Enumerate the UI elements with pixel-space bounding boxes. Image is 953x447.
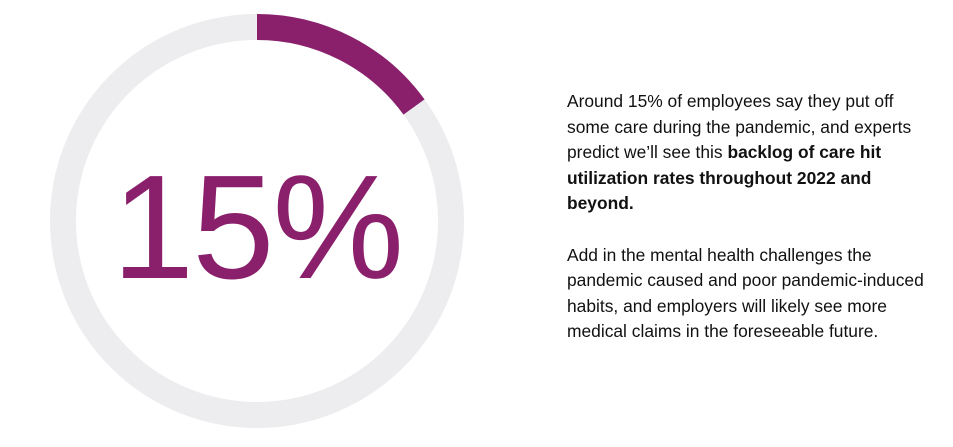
description-text: Around 15% of employees say they put off…: [567, 89, 927, 345]
paragraph-1-lead: Around 15% of employees say they put off…: [567, 91, 912, 162]
donut-gauge: 15%: [50, 14, 464, 428]
paragraph-1: Around 15% of employees say they put off…: [567, 89, 927, 217]
paragraph-2: Add in the mental health challenges the …: [567, 244, 924, 342]
donut-chart: [50, 14, 464, 428]
percentage-value: 15%: [111, 145, 404, 310]
paragraph-1-emphasis: backlog of care hit utilization rates th…: [567, 142, 882, 213]
donut-value-arc: [50, 14, 464, 428]
